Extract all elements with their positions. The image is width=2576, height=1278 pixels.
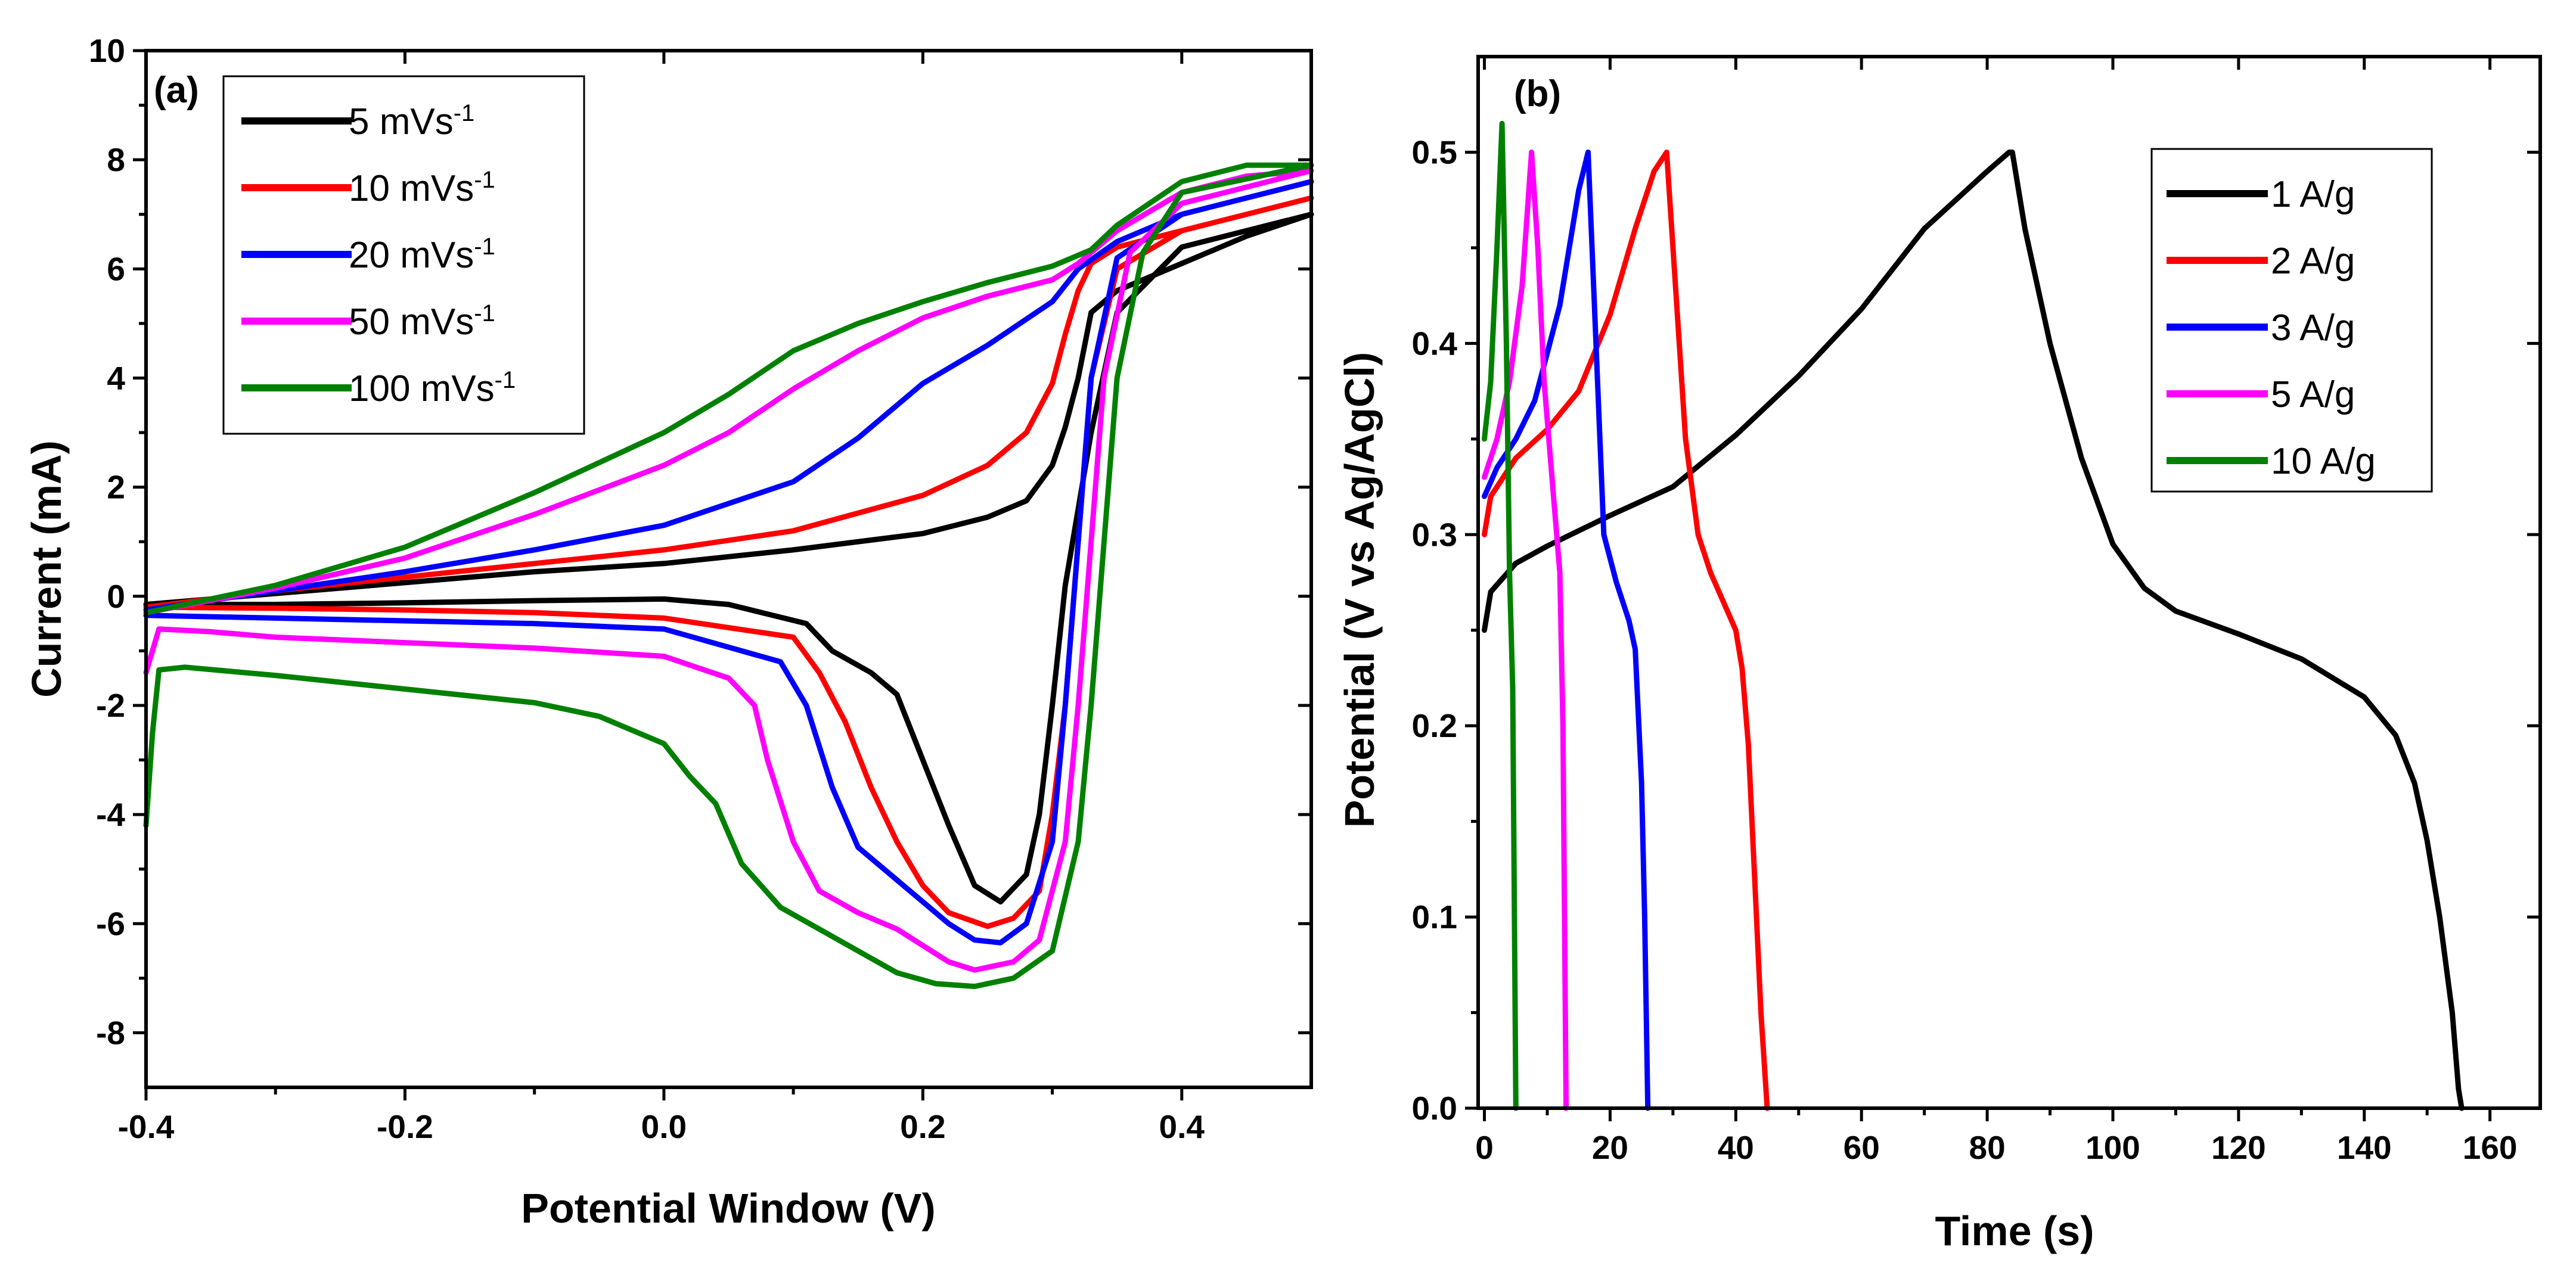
gcd-y-tick-label: 0.2 <box>1412 707 1457 744</box>
cv-series-50-mvs <box>143 168 1314 973</box>
cv-series-group <box>143 162 1314 990</box>
gcd-x-ticks: 0 20 40 60 80 100 120 140 160 <box>1475 57 2518 1166</box>
cv-legend-label-superscript: -1 <box>474 234 495 260</box>
cv-y-tick-label: -4 <box>96 796 125 833</box>
cv-legend-label-superscript: -1 <box>454 100 475 126</box>
gcd-x-tick-label: 0 <box>1475 1129 1494 1166</box>
cv-x-tick-label: -0.4 <box>118 1108 175 1145</box>
cv-legend-label: 100 mVs-1 <box>349 367 516 409</box>
gcd-x-axis-title: Time (s) <box>1935 1208 2094 1254</box>
cv-y-tick-label: 8 <box>107 141 125 178</box>
gcd-legend-label: 1 A/g <box>2271 174 2355 215</box>
cv-y-tick-label: 4 <box>107 359 125 396</box>
cv-legend-label: 50 mVs-1 <box>349 300 495 343</box>
gcd-y-tick-label: 0.5 <box>1412 133 1457 170</box>
cv-y-tick-label: -8 <box>96 1014 125 1051</box>
gcd-y-tick-label: 0.1 <box>1412 898 1457 935</box>
gcd-x-tick-label: 60 <box>1843 1129 1880 1166</box>
gcd-y-axis-title: Potential (V vs Ag/AgCl) <box>1336 352 1383 828</box>
gcd-legend-label: 5 A/g <box>2271 374 2355 415</box>
gcd-x-tick-label: 80 <box>1969 1129 2006 1166</box>
gcd-y-ticks: 0.0 0.1 0.2 0.3 0.4 0.5 <box>1412 133 2540 1127</box>
gcd-x-tick-label: 140 <box>2337 1129 2392 1166</box>
gcd-panel-label: (b) <box>1514 73 1561 114</box>
gcd-series-10-a-g <box>1482 120 1519 1111</box>
cv-series-20-mvs <box>143 179 1314 946</box>
cv-x-tick-label: 0.2 <box>900 1108 945 1145</box>
gcd-y-tick-label: 0.3 <box>1412 516 1457 553</box>
gcd-panel: 0 20 40 60 80 100 120 140 160 0.0 0.1 0.2 0.3 0.4 0.5… <box>1336 55 2542 1254</box>
cv-legend-label-superscript: -1 <box>495 367 516 393</box>
cv-x-ticks: -0.4 -0.2 0.0 0.2 0.4 <box>118 51 1205 1145</box>
gcd-x-tick-label: 40 <box>1718 1129 1754 1166</box>
cv-x-tick-label: -0.2 <box>377 1108 433 1145</box>
cv-x-axis-title: Potential Window (V) <box>521 1185 935 1232</box>
cv-y-tick-label: -2 <box>96 687 125 724</box>
gcd-y-tick-label: 0.4 <box>1412 325 1458 362</box>
cv-plot-frame <box>144 49 1313 1089</box>
gcd-legend-label: 2 A/g <box>2271 241 2355 282</box>
cv-legend-label-superscript: -1 <box>474 167 495 193</box>
cv-y-tick-label: -6 <box>96 905 125 942</box>
cv-panel-label: (a) <box>154 70 199 111</box>
gcd-x-tick-label: 160 <box>2463 1129 2518 1166</box>
cv-y-axis-title: Current (mA) <box>23 440 70 698</box>
gcd-x-tick-label: 20 <box>1592 1129 1628 1166</box>
gcd-x-tick-label: 120 <box>2211 1129 2266 1166</box>
gcd-series-group <box>1482 120 2465 1111</box>
gcd-legend-label: 3 A/g <box>2271 307 2355 349</box>
cv-legend-label: 10 mVs-1 <box>349 167 495 209</box>
gcd-plot-frame <box>1476 55 2542 1110</box>
cv-x-tick-label: 0.0 <box>641 1108 687 1145</box>
gcd-series-3-a-g <box>1482 150 1651 1111</box>
cv-y-tick-label: 0 <box>107 578 125 615</box>
gcd-legend: 1 A/g 2 A/g 3 A/g 5 A/g 10 A/g <box>2150 148 2433 493</box>
cv-x-tick-label: 0.4 <box>1159 1108 1205 1145</box>
gcd-series-1-a-g <box>1482 150 2465 1111</box>
cv-y-tick-label: 10 <box>89 32 125 69</box>
cv-legend-label: 20 mVs-1 <box>349 234 495 276</box>
gcd-legend-label: 10 A/g <box>2271 441 2376 482</box>
cv-y-ticks: -8 -6 -4 -2 0 2 4 6 8 10 <box>89 32 1311 1051</box>
cv-series-100-mvs <box>143 162 1314 990</box>
gcd-x-tick-label: 100 <box>2085 1129 2140 1166</box>
cv-y-tick-label: 6 <box>107 250 125 287</box>
cv-legend-label-superscript: -1 <box>474 300 495 327</box>
gcd-legend-box <box>2150 148 2433 493</box>
gcd-series-2-a-g <box>1482 150 1770 1111</box>
gcd-y-tick-label: 0.0 <box>1412 1090 1457 1127</box>
cv-y-tick-label: 2 <box>107 469 125 506</box>
